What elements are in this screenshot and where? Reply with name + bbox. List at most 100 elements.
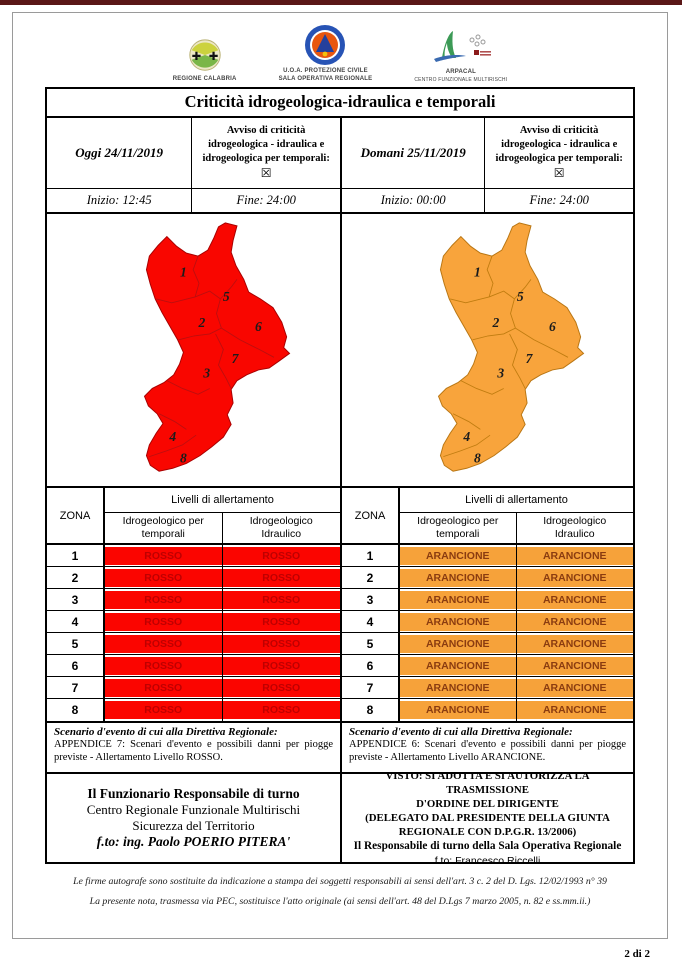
signature-right-visto1: VISTO: SI ADOTTA E SI AUTORIZZA LA TRASM…	[385, 769, 590, 796]
zone-cell: ARANCIONE	[398, 677, 516, 699]
signature-left-org1: Centro Regionale Funzionale Multirischi	[86, 802, 301, 817]
arpacal-emblem-icon	[433, 31, 491, 63]
col-idraulico-header: Idrogeologico Idraulico	[515, 513, 633, 545]
alert-value: ROSSO	[222, 657, 340, 675]
today-avviso-text: Avviso di criticità idrogeologica - idra…	[202, 125, 330, 164]
alert-value: ARANCIONE	[516, 635, 633, 653]
today-fine: Fine: 24:00	[191, 189, 340, 212]
zone-number: 1	[47, 545, 103, 567]
zone-number: 6	[47, 655, 103, 677]
map-zone-label: 1	[474, 264, 481, 279]
zone-cell: ROSSO	[221, 545, 340, 567]
protezione-civile-logo: U.O.A. PROTEZIONE CIVILE SALA OPERATIVA …	[279, 23, 373, 83]
signature-right: VISTO: SI ADOTTA E SI AUTORIZZA LA TRASM…	[340, 770, 633, 867]
alert-value: ROSSO	[222, 679, 340, 697]
protezione-civile-emblem-icon	[305, 25, 346, 65]
tomorrow-scenario-title: Scenario d'evento di cui alla Direttiva …	[349, 726, 573, 738]
signature-left-role: Il Funzionario Responsabile di turno	[87, 786, 300, 801]
footnote-line1: Le firme autografe sono sostituite da in…	[73, 876, 607, 887]
zone-number: 5	[47, 633, 103, 655]
document-page: ✚ ✚ REGIONE CALABRIA U.O.A. PROTEZIONE C…	[12, 12, 668, 939]
map-zone-label: 3	[496, 366, 504, 381]
livelli-header: Livelli di allertamento	[398, 488, 633, 513]
time-row: Inizio: 12:45 Fine: 24:00 Inizio: 00:00 …	[47, 189, 633, 214]
map-zone-label: 5	[223, 289, 230, 304]
alert-value: ROSSO	[105, 701, 222, 719]
calabria-map-today-red: 1 5 2 6 7 3 4 8	[143, 222, 291, 472]
zone-cell: ARANCIONE	[398, 655, 516, 677]
alert-value: ROSSO	[222, 701, 340, 719]
zone-cell: ROSSO	[103, 611, 222, 633]
col-temporali-header: Idrogeologico per temporali	[103, 513, 222, 545]
col-temporali-header: Idrogeologico per temporali	[398, 513, 516, 545]
alert-value: ARANCIONE	[400, 613, 516, 631]
signature-left: Il Funzionario Responsabile di turno Cen…	[47, 774, 340, 862]
zone-cell: ROSSO	[103, 545, 222, 567]
alert-value: ARANCIONE	[400, 657, 516, 675]
tomorrow-map-cell: 1 5 2 6 7 3 4 8	[340, 214, 633, 486]
zone-number: 8	[71, 703, 79, 717]
alert-value: ARANCIONE	[400, 591, 516, 609]
footnotes: Le firme autografe sono sostituite da in…	[13, 876, 667, 907]
regione-calabria-label: REGIONE CALABRIA	[172, 75, 237, 82]
map-zone-label: 1	[180, 264, 187, 279]
zone-number: 2	[47, 567, 103, 589]
map-zone-label: 3	[202, 366, 210, 381]
signature-row: Il Funzionario Responsabile di turno Cen…	[47, 770, 633, 868]
tomorrow-zone-table: ZONA Livelli di allertamento Idrogeologi…	[340, 488, 633, 721]
today-scenario-text: APPENDICE 7: Scenari d'evento e possibil…	[54, 739, 333, 764]
today-scenario: Scenario d'evento di cui alla Direttiva …	[47, 723, 340, 772]
tomorrow-scenario-text: APPENDICE 6: Scenari d'evento e possibil…	[349, 739, 626, 764]
zone-cell: ROSSO	[221, 655, 340, 677]
protezione-civile-label-line2: SALA OPERATIVA REGIONALE	[278, 75, 373, 82]
alert-value: ROSSO	[105, 547, 222, 565]
alert-value: ARANCIONE	[400, 679, 516, 697]
map-zone-label: 2	[491, 315, 499, 330]
alert-value: ROSSO	[105, 635, 222, 653]
zone-cell: ARANCIONE	[515, 545, 633, 567]
arpacal-label-main: ARPACAL	[445, 69, 476, 76]
zone-number: 7	[47, 677, 103, 699]
zone-number: 7	[342, 677, 398, 699]
zone-cell: ROSSO	[221, 677, 340, 699]
zone-cell: ARANCIONE	[398, 545, 516, 567]
map-zone-label: 4	[462, 429, 470, 444]
zone-cell: ROSSO	[103, 699, 222, 721]
today-scenario-title: Scenario d'evento di cui alla Direttiva …	[54, 726, 278, 738]
alert-value: ARANCIONE	[516, 569, 633, 587]
arpacal-label-sub: CENTRO FUNZIONALE MULTIRISCHI	[414, 76, 508, 83]
tomorrow-avviso-text: Avviso di criticità idrogeologica - idra…	[495, 125, 623, 164]
zone-cell: ARANCIONE	[398, 567, 516, 589]
alert-value: ROSSO	[105, 657, 222, 675]
alert-value: ARANCIONE	[516, 613, 633, 631]
zone-cell: ARANCIONE	[515, 567, 633, 589]
alert-value: ROSSO	[222, 635, 340, 653]
zone-number: 4	[342, 611, 398, 633]
zone-cell: ROSSO	[103, 677, 222, 699]
alert-value: ARANCIONE	[400, 547, 516, 565]
map-zone-label: 4	[168, 429, 176, 444]
svg-text:✚: ✚	[208, 48, 218, 62]
alert-document: Criticità idrogeologica-idraulica e temp…	[45, 87, 635, 868]
arpacal-label: ARPACAL CENTRO FUNZIONALE MULTIRISCHI	[414, 69, 507, 83]
regione-calabria-emblem-icon: ✚ ✚	[188, 38, 221, 71]
alert-value: ROSSO	[105, 679, 222, 697]
alert-value: ARANCIONE	[516, 679, 633, 697]
zone-cell: ROSSO	[103, 655, 222, 677]
tomorrow-date: Domani 25/11/2019	[340, 118, 484, 188]
alert-value: ARANCIONE	[516, 657, 633, 675]
alert-value: ARANCIONE	[516, 591, 633, 609]
footnote-line2: La presente nota, trasmessa via PEC, sos…	[89, 896, 591, 907]
zone-cell: ARANCIONE	[515, 677, 633, 699]
zone-cell: ARANCIONE	[515, 589, 633, 611]
today-avviso: Avviso di criticità idrogeologica - idra…	[191, 118, 340, 188]
regione-calabria-logo: ✚ ✚ REGIONE CALABRIA	[173, 37, 237, 84]
signature-right-name: f.to: Francesco Riccelli	[434, 855, 541, 868]
svg-text:✚: ✚	[191, 48, 201, 62]
zone-cell: ARANCIONE	[515, 699, 633, 721]
livelli-header: Livelli di allertamento	[103, 488, 340, 513]
zone-cell: ROSSO	[103, 567, 222, 589]
zone-cell: ROSSO	[221, 633, 340, 655]
signature-right-visto3: (DELEGATO DAL PRESIDENTE DELLA GIUNTA	[365, 811, 610, 824]
today-inizio: Inizio: 12:45	[86, 193, 152, 207]
